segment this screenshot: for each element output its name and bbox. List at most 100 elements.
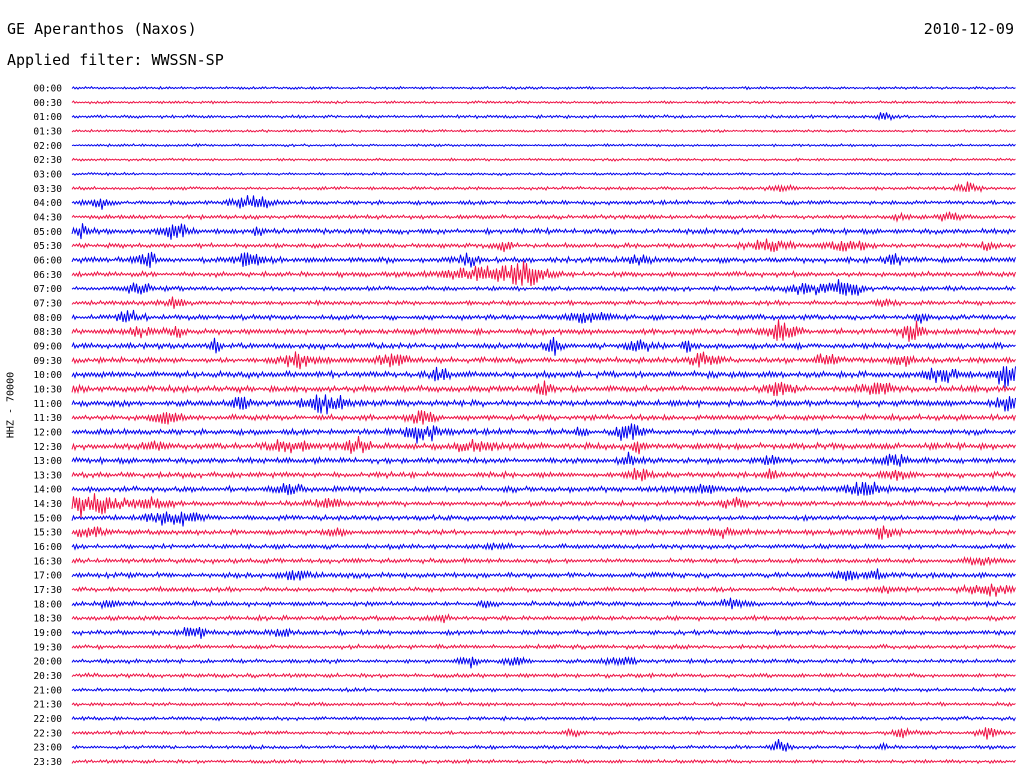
time-label: 07:30 [33,298,62,309]
trace-0800 [71,309,1016,324]
time-label: 02:00 [33,141,62,152]
trace-1100 [71,394,1016,415]
trace-0900 [71,336,1016,356]
time-label: 16:30 [33,556,62,567]
time-labels: 00:00 00:30 01:00 01:30 02:00 02:30 03:00 03:30… [33,84,62,769]
trace-1600 [71,541,1016,551]
trace-1900 [71,627,1016,639]
time-label: 21:30 [33,700,62,711]
time-label: 16:00 [33,542,62,553]
trace-0730 [71,296,1016,309]
time-label: 03:00 [33,169,62,180]
time-label: 23:00 [33,743,62,754]
trace-1930 [71,643,1016,651]
time-label: 08:00 [33,313,62,324]
trace-0530 [71,238,1016,253]
time-label: 11:30 [33,413,62,424]
trace-2130 [71,700,1016,708]
time-label: 02:30 [33,155,62,166]
time-label: 20:30 [33,671,62,682]
time-label: 10:30 [33,384,62,395]
trace-1500 [71,511,1016,527]
time-label: 12:30 [33,442,62,453]
trace-2330 [71,758,1016,765]
trace-1130 [71,410,1016,425]
trace-2000 [71,656,1016,669]
time-label: 15:00 [33,513,62,524]
trace-0500 [71,223,1016,240]
trace-0130 [71,128,1016,134]
time-label: 19:30 [33,642,62,653]
time-label: 00:00 [33,84,62,95]
trace-1730 [71,583,1016,597]
time-label: 07:00 [33,284,62,295]
trace-1830 [71,613,1016,624]
time-label: 18:30 [33,614,62,625]
time-label: 06:30 [33,270,62,281]
trace-0430 [71,211,1016,223]
trace-2100 [71,686,1016,694]
trace-1800 [71,597,1016,610]
trace-0230 [71,157,1016,162]
trace-1300 [71,451,1016,467]
trace-0200 [71,142,1016,148]
trace-0100 [71,112,1016,122]
time-label: 14:00 [33,485,62,496]
trace-0700 [71,279,1016,296]
trace-0600 [71,251,1016,268]
trace-0630 [71,261,1016,286]
trace-2300 [71,739,1016,752]
trace-1700 [71,568,1016,582]
time-label: 08:30 [33,327,62,338]
trace-1230 [71,436,1016,455]
trace-1000 [71,366,1016,388]
filter-label: Applied filter: WWSSN-SP [7,51,224,69]
time-label: 22:30 [33,728,62,739]
trace-1030 [71,380,1016,397]
time-label: 13:00 [33,456,62,467]
time-label: 12:00 [33,427,62,438]
time-label: 17:30 [33,585,62,596]
time-label: 20:00 [33,657,62,668]
trace-0830 [71,319,1016,342]
trace-0400 [71,195,1016,210]
time-label: 03:30 [33,184,62,195]
time-label: 10:00 [33,370,62,381]
trace-0300 [71,171,1016,177]
time-label: 21:00 [33,685,62,696]
time-label: 13:30 [33,470,62,481]
time-label: 19:00 [33,628,62,639]
time-label: 23:30 [33,757,62,768]
time-label: 05:30 [33,241,62,252]
time-label: 04:00 [33,198,62,209]
time-label: 05:00 [33,227,62,238]
trace-0330 [71,181,1016,193]
trace-1630 [71,555,1016,567]
time-label: 04:30 [33,212,62,223]
time-label: 06:00 [33,255,62,266]
traces [71,85,1016,765]
time-label: 11:00 [33,399,62,410]
time-label: 14:30 [33,499,62,510]
trace-2200 [71,715,1016,722]
trace-1430 [71,493,1016,518]
trace-1400 [71,481,1016,496]
trace-1530 [71,525,1016,540]
time-label: 18:00 [33,599,62,610]
trace-0030 [71,100,1016,105]
time-label: 01:00 [33,112,62,123]
time-label: 09:00 [33,341,62,352]
trace-1200 [71,423,1016,444]
time-label: 15:30 [33,528,62,539]
trace-0000 [71,85,1016,91]
trace-2030 [71,672,1016,679]
time-label: 09:30 [33,356,62,367]
trace-2230 [71,726,1016,740]
time-label: 17:00 [33,571,62,582]
trace-0930 [71,351,1016,370]
time-label: 01:30 [33,126,62,137]
time-label: 22:00 [33,714,62,725]
time-label: 00:30 [33,98,62,109]
trace-1330 [71,467,1016,482]
